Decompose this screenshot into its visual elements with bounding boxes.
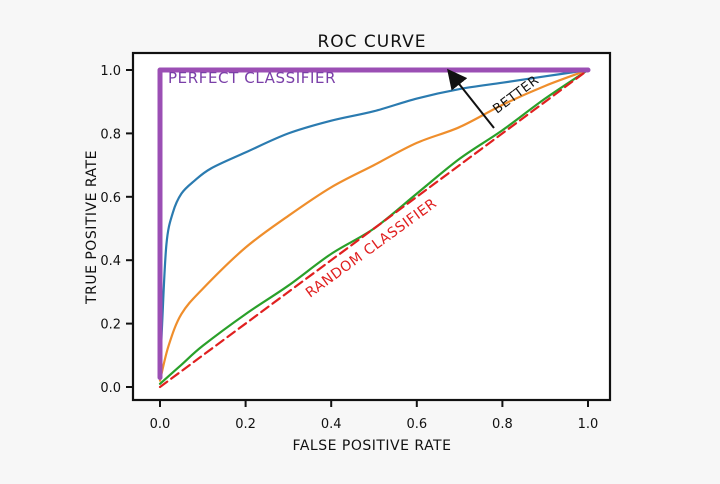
y-tick-label: 0.6 [100,191,121,206]
y-tick-label: 0.0 [100,381,121,396]
series-line-4 [158,68,590,389]
y-axis-ticks: 0.0 0.2 0.4 0.6 0.8 1.0 [100,64,133,396]
plot-frame [131,51,612,402]
x-axis-ticks: 0.0 0.2 0.4 0.6 0.8 1.0 [150,400,599,432]
series-line-1 [158,68,590,379]
annotation-perfect-classifier: PERFECT CLASSIFIER [168,69,336,87]
y-tick-label: 1.0 [100,64,121,79]
y-axis-title: TRUE POSITIVE RATE [84,150,100,305]
series-line-3 [158,68,590,385]
chart-title: ROC CURVE [317,32,426,52]
x-tick-label: 0.8 [492,417,513,432]
y-tick-label: 0.8 [100,127,121,142]
x-axis-title: FALSE POSITIVE RATE [293,438,452,454]
series-line-0 [157,67,591,380]
x-tick-label: 0.4 [321,417,342,432]
series-line-2 [158,68,590,382]
better-arrow [447,68,495,129]
y-tick-label: 0.2 [100,318,121,333]
x-tick-label: 0.0 [150,417,171,432]
y-tick-label: 0.4 [100,254,121,269]
x-tick-label: 0.6 [406,417,427,432]
series-layer [157,67,591,389]
x-tick-label: 1.0 [578,417,599,432]
x-tick-label: 0.2 [235,417,256,432]
